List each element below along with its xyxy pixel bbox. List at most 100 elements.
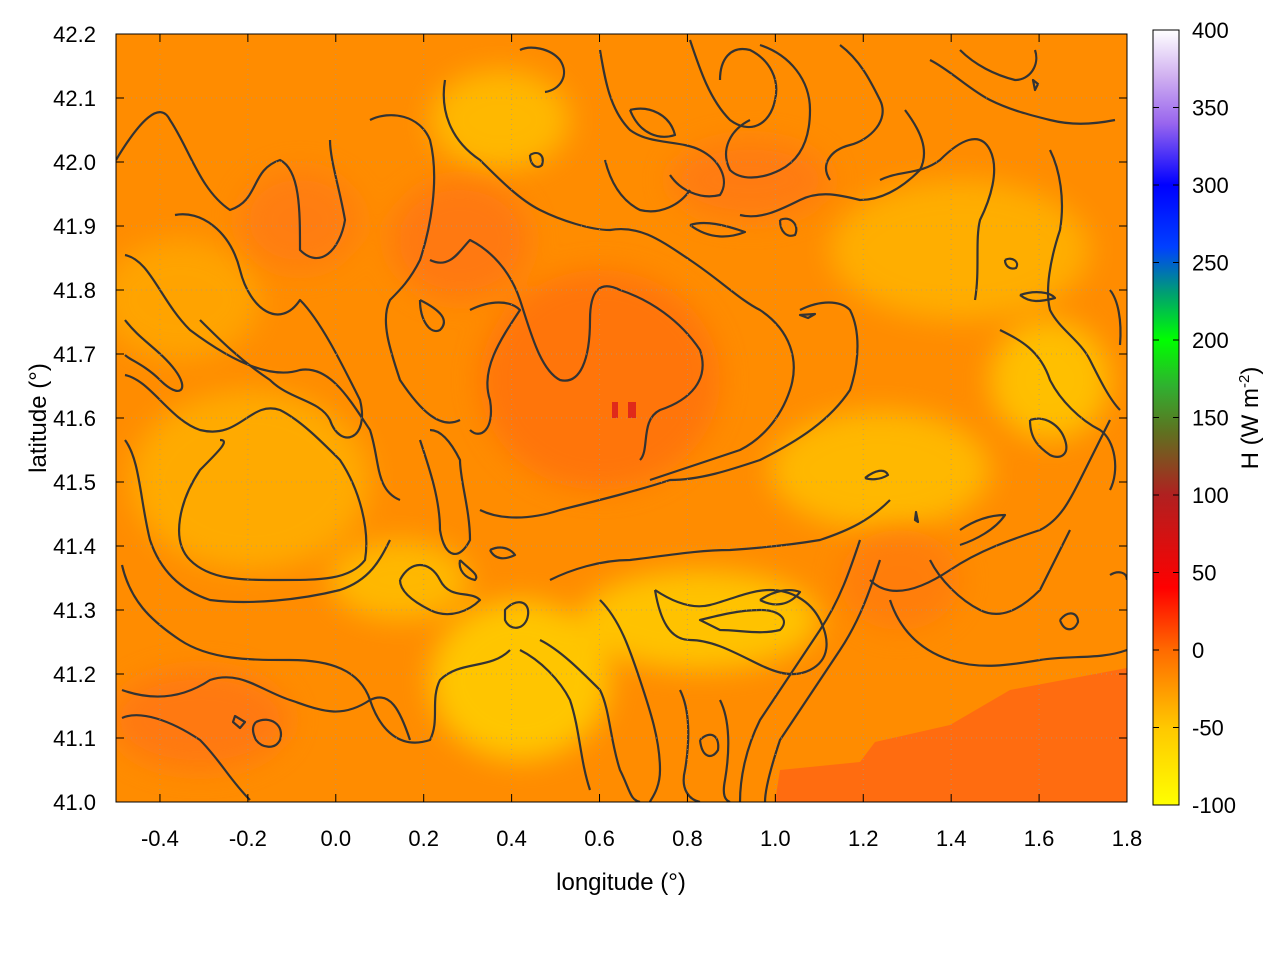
contour-line <box>469 301 522 435</box>
x-tick-label: 1.6 <box>1024 826 1055 851</box>
contour-line <box>653 588 828 676</box>
colorbar-label: H (W m-2) <box>1236 367 1264 470</box>
contour-line <box>719 699 731 802</box>
x-tick-label: -0.2 <box>229 826 267 851</box>
contour-line <box>369 114 461 424</box>
contour-line <box>479 301 859 519</box>
contour-line <box>628 107 677 138</box>
y-tick-label: 41.7 <box>53 342 96 367</box>
contour-line <box>959 49 1038 82</box>
contour-line <box>174 213 363 439</box>
contour-line <box>429 238 704 461</box>
contour-lines <box>116 39 1127 802</box>
colorbar-tick-label: 100 <box>1192 483 1229 508</box>
y-tick-label: 42.1 <box>53 86 96 111</box>
contour-line <box>739 109 925 218</box>
contour-line <box>503 601 530 629</box>
contour-line <box>929 529 1071 615</box>
x-tick-label: 0.0 <box>320 826 351 851</box>
colorbar-tick-label: 150 <box>1192 406 1229 431</box>
x-tick-label: -0.4 <box>141 826 179 851</box>
x-tick-label: 0.4 <box>496 826 527 851</box>
y-axis: 41.0 41.1 41.2 41.3 41.4 41.5 41.6 41.7 41.8 41.9… <box>53 22 1127 815</box>
contour-line <box>231 714 247 730</box>
contour-line <box>251 718 283 748</box>
y-tick-label: 41.5 <box>53 470 96 495</box>
x-tick-label: 0.6 <box>584 826 615 851</box>
contour-line <box>519 649 592 791</box>
contour-line <box>1109 289 1122 346</box>
contour-line <box>519 46 566 94</box>
contour-line <box>1058 612 1080 631</box>
contour-line <box>458 559 478 582</box>
contour-line <box>599 599 662 802</box>
contour-line <box>999 329 1117 491</box>
contour-line <box>124 439 391 604</box>
y-tick-label: 42.2 <box>53 22 96 47</box>
y-tick-label: 41.9 <box>53 214 96 239</box>
contour-line <box>603 159 691 213</box>
x-tick-label: 1.4 <box>936 826 967 851</box>
colorbar-tick-label: -50 <box>1192 716 1224 741</box>
y-tick-label: 41.4 <box>53 534 96 559</box>
grid-lines <box>116 34 1127 802</box>
contour-line <box>698 733 720 758</box>
contour-line <box>121 676 412 741</box>
y-tick-label: 42.0 <box>53 150 96 175</box>
colorbar-tick-label: 250 <box>1192 251 1229 276</box>
contour-line <box>442 79 795 482</box>
contour-line <box>1046 149 1121 411</box>
y-axis-label: latitude (°) <box>25 363 52 473</box>
y-tick-label: 41.8 <box>53 278 96 303</box>
contour-line <box>1031 78 1040 92</box>
x-axis-label: longitude (°) <box>556 869 686 896</box>
y-tick-label: 41.3 <box>53 598 96 623</box>
field-hotspot <box>628 402 636 418</box>
x-axis: -0.4 -0.2 0.0 0.2 0.4 0.6 0.8 1.0 1.2 1.4 1.6 1.8 <box>141 34 1142 851</box>
contour-line <box>1019 291 1057 303</box>
contour-line <box>539 639 641 802</box>
colorbar-tick-label: 350 <box>1192 96 1229 121</box>
colorbar-tick-label: 50 <box>1192 561 1216 586</box>
contour-line <box>120 564 511 744</box>
contour-line <box>1003 257 1019 270</box>
contour-line <box>798 312 817 320</box>
heat-field <box>116 34 1127 802</box>
contour-line <box>689 221 747 238</box>
contour-line <box>869 419 1111 592</box>
contour-line <box>549 499 891 581</box>
contour-line <box>1028 417 1068 458</box>
y-tick-label: 41.2 <box>53 662 96 687</box>
contour-line <box>116 111 347 260</box>
contour-line <box>879 138 996 301</box>
colorbar-ticks: 400 350 300 250 200 150 100 50 0 -50 -100 <box>1153 18 1236 818</box>
contour-line <box>778 217 798 237</box>
contour-line <box>698 608 785 634</box>
contour-line <box>929 59 1116 125</box>
field-cool-patches <box>116 70 1110 760</box>
contour-line <box>738 539 862 802</box>
contour-line <box>124 373 368 582</box>
colorbar-tick-label: -100 <box>1192 793 1236 818</box>
contour-line <box>725 43 812 179</box>
contour-line <box>679 689 701 802</box>
colorbar-tick-label: 400 <box>1192 18 1229 43</box>
contour-line <box>864 469 890 481</box>
x-tick-label: 0.2 <box>408 826 439 851</box>
field-hotspot <box>612 402 618 418</box>
colorbar-tick-label: 0 <box>1192 638 1204 663</box>
contour-line <box>418 428 472 556</box>
contour-line <box>759 589 802 606</box>
y-tick-label: 41.0 <box>53 790 96 815</box>
contour-line <box>121 714 251 801</box>
contour-line <box>124 319 184 392</box>
colorbar-tick-label: 200 <box>1192 328 1229 353</box>
contour-line <box>598 49 726 198</box>
colorbar: 400 350 300 250 200 150 100 50 0 -50 -100 H (W m-2… <box>1152 18 1264 818</box>
x-tick-label: 1.8 <box>1112 826 1143 851</box>
contour-line <box>959 513 1007 547</box>
y-tick-label: 41.1 <box>53 726 96 751</box>
contour-line <box>888 599 1127 667</box>
contour-line <box>913 510 920 524</box>
